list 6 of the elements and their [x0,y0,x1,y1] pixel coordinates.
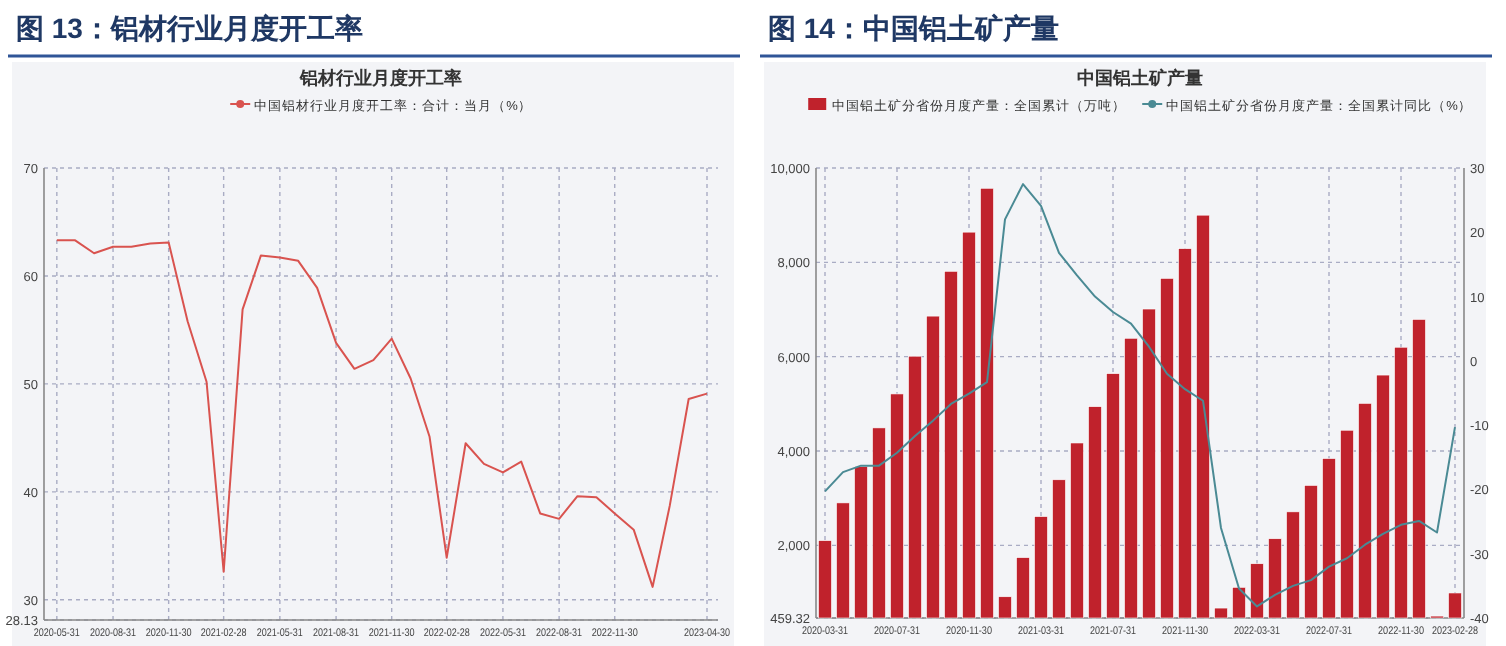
chart-title: 图 13：铝材行业月度开工率 [16,12,363,44]
chart-subtitle: 中国铝土矿产量 [1077,68,1203,88]
chart-title: 图 14：中国铝土矿产量 [768,12,1059,44]
line-series [55,239,708,588]
chart-subtitle: 铝材行业月度开工率 [298,68,462,88]
line-series [824,183,1456,608]
